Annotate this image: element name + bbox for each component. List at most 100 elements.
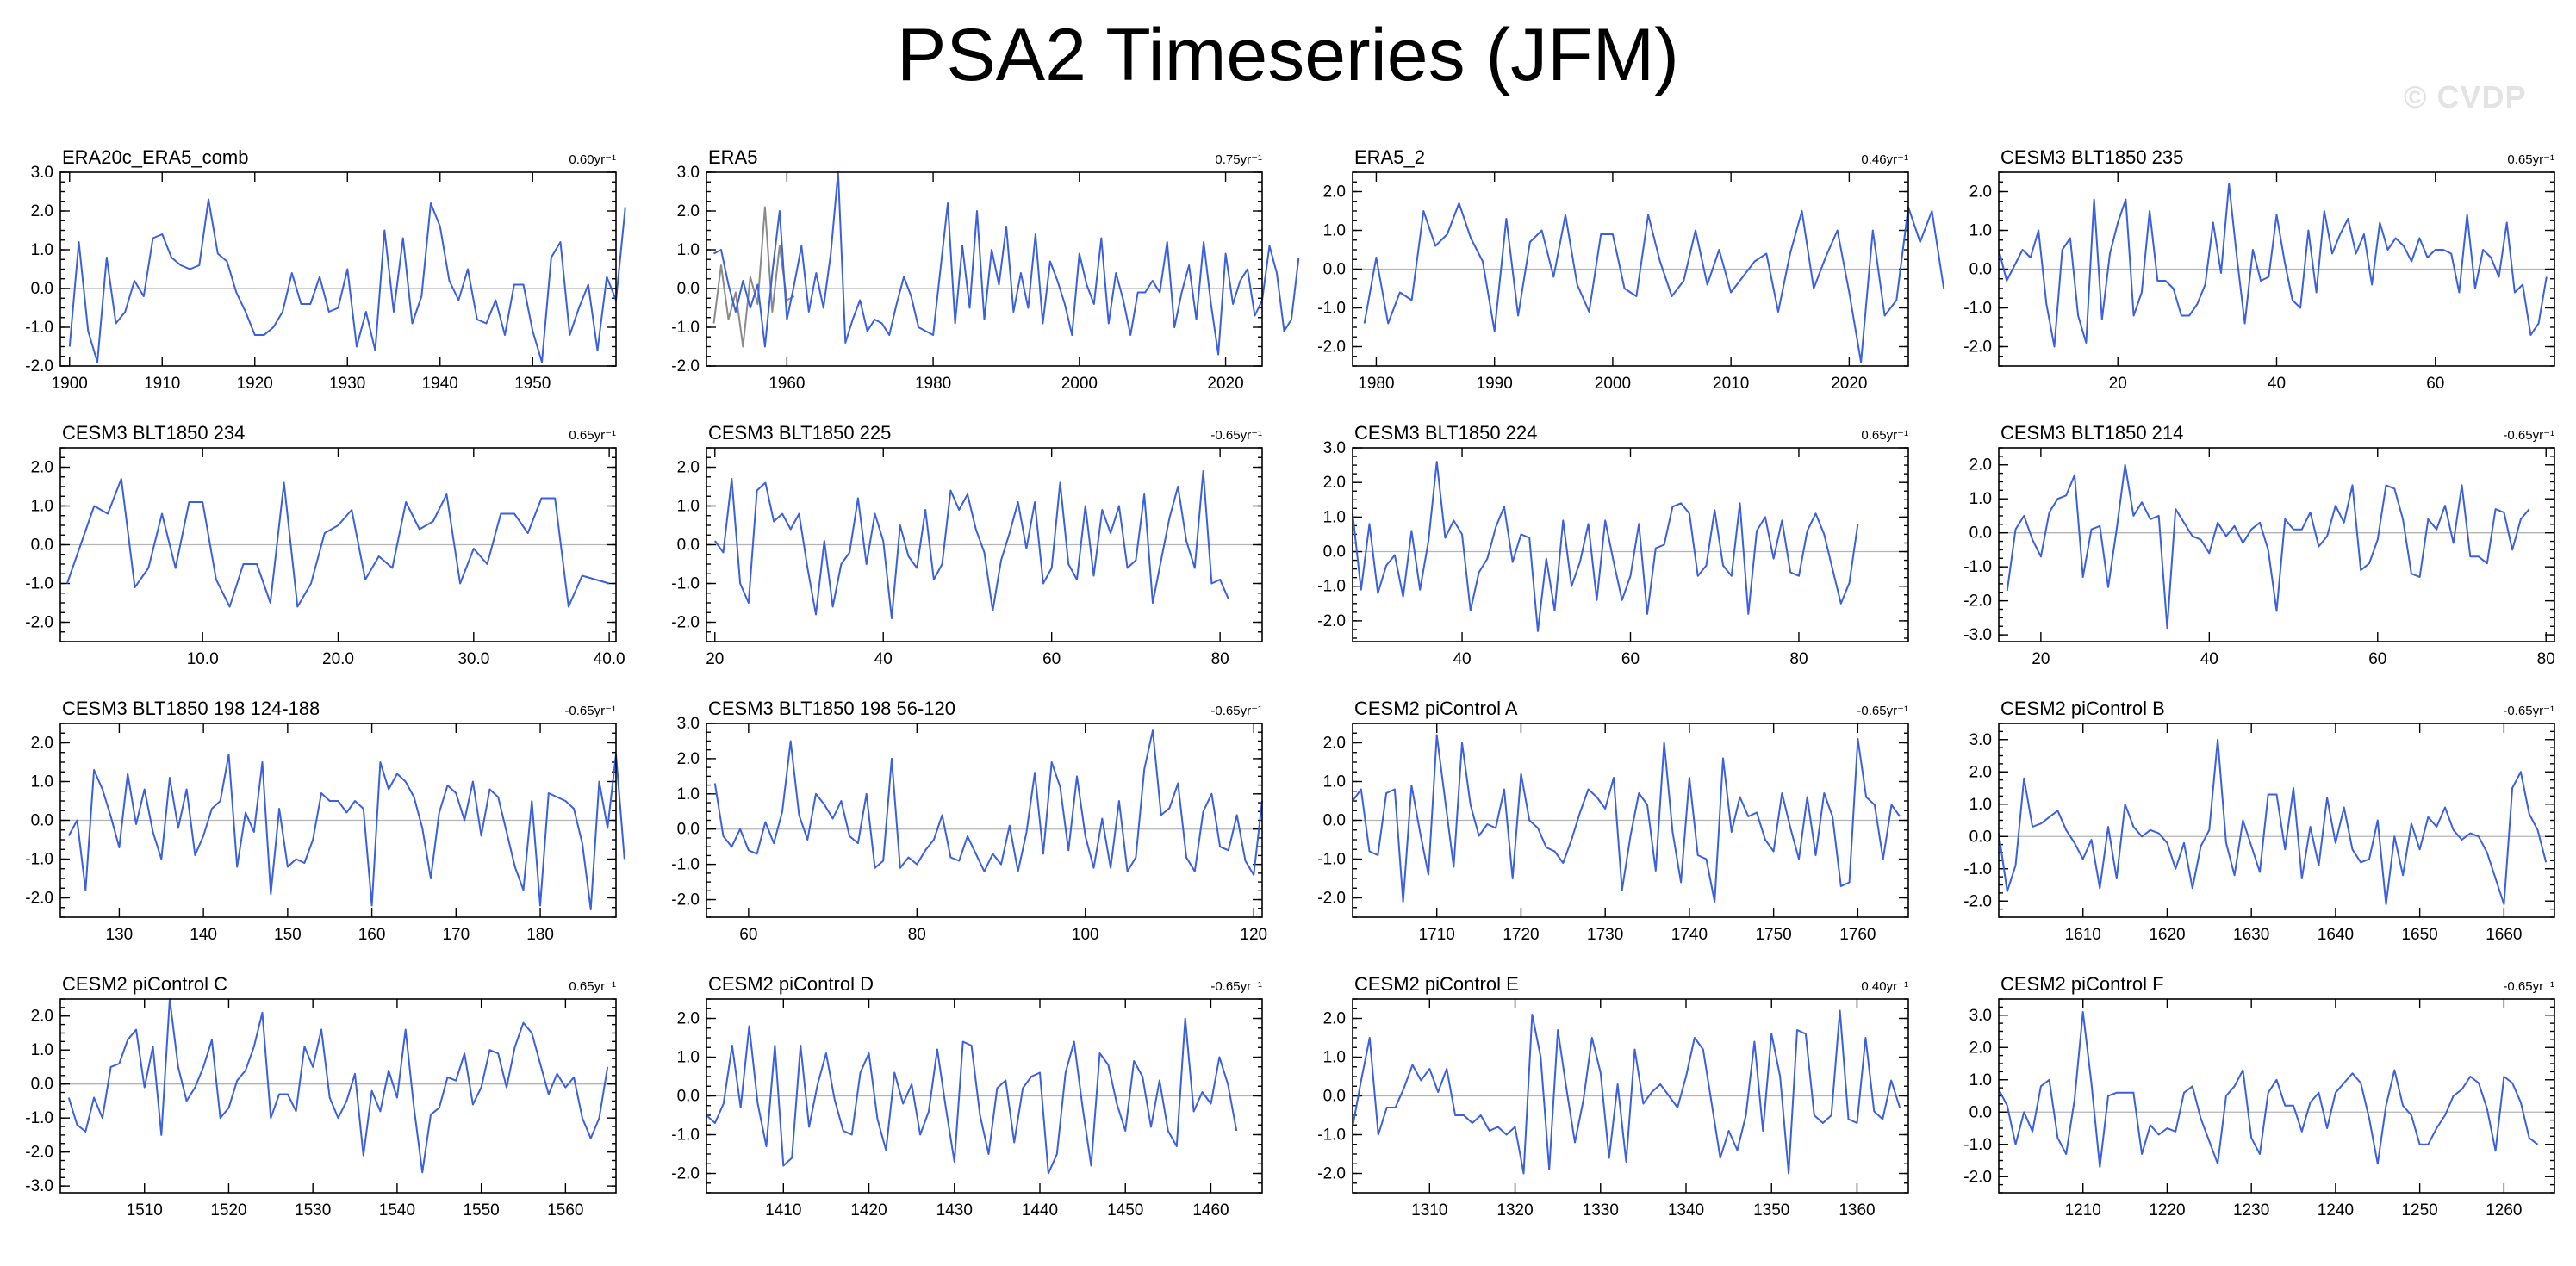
y-tick-label: 2.0: [1323, 183, 1346, 202]
y-tick-label: 2.0: [677, 202, 700, 220]
plot-frame: [1998, 447, 2555, 642]
panel-title: CESM2 piControl A: [1354, 698, 1518, 719]
x-tick-label: 100: [1072, 926, 1099, 944]
y-tick-label: 2.0: [1969, 1039, 1992, 1057]
panel-trend-label: -0.65yr⁻¹: [2503, 979, 2554, 994]
y-tick-label: 2.0: [1323, 1010, 1346, 1028]
x-tick-label: 1980: [915, 375, 951, 393]
y-tick-label: 1.0: [1969, 796, 1992, 814]
x-tick-label: 130: [106, 926, 134, 944]
x-tick-label: 20: [2109, 375, 2127, 393]
y-tick-label: 1.0: [1323, 222, 1346, 240]
y-tick-label: -1.0: [1317, 851, 1346, 869]
x-tick-label: 40: [2268, 375, 2286, 393]
timeseries-panel: CESM3 BLT1850 225 -0.65yr⁻¹ -2.0 -1.0 0.0 1.0…: [671, 422, 1263, 668]
x-tick-label: 1210: [2065, 1201, 2101, 1219]
x-tick-label: 10.0: [187, 650, 219, 668]
panel-trend-label: -0.65yr⁻¹: [1210, 428, 1262, 443]
y-tick-label: -2.0: [1317, 890, 1346, 908]
y-tick-label: 1.0: [1323, 773, 1346, 791]
comparison-series-line: [712, 206, 795, 348]
x-tick-label: 2000: [1595, 375, 1631, 393]
x-tick-label: 1920: [237, 375, 273, 393]
y-tick-label: 0.0: [31, 1076, 53, 1094]
x-tick-label: 1460: [1192, 1201, 1229, 1219]
panel-title: ERA20c_ERA5_comb: [62, 146, 248, 168]
x-tick-label: 1610: [2065, 926, 2101, 944]
y-tick-label: -1.0: [671, 319, 700, 337]
x-tick-label: 1340: [1668, 1201, 1704, 1219]
x-tick-label: 60: [1621, 650, 1640, 668]
y-tick-label: 0.0: [677, 821, 700, 839]
timeseries-panel: ERA5 0.75yr⁻¹ -2.0 -1.0 0.0 1.0 2.0 3.0 1960 1980…: [671, 146, 1300, 393]
y-tick-label: -1.0: [25, 851, 53, 869]
plot-frame: [1352, 447, 1909, 642]
cvdp-watermark: © CVDP: [2404, 79, 2527, 115]
x-tick-label: 2020: [1207, 375, 1243, 393]
y-tick-label: 0.0: [1969, 1103, 1992, 1121]
y-tick-label: -1.0: [1317, 300, 1346, 318]
y-tick-label: 0.0: [677, 280, 700, 298]
y-tick-label: 1.0: [31, 1041, 53, 1059]
y-tick-label: -2.0: [25, 890, 53, 908]
timeseries-line: [1998, 183, 2548, 348]
x-tick-label: 30.0: [457, 650, 489, 668]
x-tick-label: 40: [1453, 650, 1471, 668]
x-tick-label: 150: [274, 926, 302, 944]
timeseries-panel: CESM2 piControl F -0.65yr⁻¹ -2.0 -1.0 0.0 1.0…: [1963, 973, 2555, 1219]
panel-trend-label: 0.46yr⁻¹: [1861, 152, 1908, 167]
panel-trend-label: -0.65yr⁻¹: [2503, 704, 2554, 718]
x-tick-label: 1950: [514, 375, 551, 393]
y-tick-label: 0.0: [1323, 261, 1346, 279]
y-tick-label: -2.0: [671, 891, 700, 909]
timeseries-line: [65, 478, 610, 608]
y-tick-label: -1.0: [671, 856, 700, 874]
y-tick-label: 2.0: [1323, 735, 1346, 753]
x-tick-label: 1900: [52, 375, 88, 393]
plot-frame: [1352, 723, 1909, 918]
y-tick-label: -1.0: [671, 575, 700, 593]
timeseries-panel: ERA20c_ERA5_comb 0.60yr⁻¹ -2.0 -1.0 0.0 1.0 2.…: [25, 146, 626, 393]
y-tick-label: 1.0: [31, 241, 53, 259]
y-tick-label: 2.0: [31, 459, 53, 477]
panel-title: CESM2 piControl D: [708, 973, 874, 995]
y-tick-label: -1.0: [25, 1109, 53, 1127]
x-tick-label: 1930: [329, 375, 365, 393]
y-tick-label: 2.0: [677, 459, 700, 477]
y-tick-label: -2.0: [1317, 1165, 1346, 1183]
panel-title: CESM2 piControl F: [2000, 973, 2164, 995]
plot-frame: [1352, 998, 1909, 1194]
panel-trend-label: 0.65yr⁻¹: [2507, 152, 2554, 167]
x-tick-label: 40: [2200, 650, 2218, 668]
panel-title: CESM3 BLT1850 234: [62, 422, 245, 444]
x-tick-label: 1360: [1839, 1201, 1875, 1219]
x-tick-label: 140: [190, 926, 217, 944]
y-tick-label: 2.0: [677, 750, 700, 768]
timeseries-line: [1352, 461, 1859, 632]
y-tick-label: 3.0: [1969, 731, 1992, 749]
x-tick-label: 1760: [1839, 926, 1876, 944]
x-tick-label: 20.0: [322, 650, 354, 668]
x-tick-label: 1240: [2318, 1201, 2354, 1219]
timeseries-line: [67, 998, 609, 1174]
x-tick-label: 1730: [1587, 926, 1623, 944]
panel-trend-label: -0.65yr⁻¹: [564, 704, 616, 718]
y-tick-label: 0.0: [1969, 524, 1992, 543]
x-tick-label: 1410: [765, 1201, 801, 1219]
x-tick-label: 120: [1240, 926, 1267, 944]
panel-trend-label: -0.65yr⁻¹: [1210, 704, 1262, 718]
panel-title: CESM2 piControl E: [1354, 973, 1519, 995]
x-tick-label: 40: [874, 650, 893, 668]
panel-title: CESM3 BLT1850 198 124-188: [62, 698, 320, 719]
figure-title: PSA2 Timeseries (JFM): [897, 14, 1679, 96]
timeseries-panel: CESM2 piControl E 0.40yr⁻¹ -2.0 -1.0 0.0 1.0 2…: [1317, 973, 1909, 1219]
x-tick-label: 1630: [2233, 926, 2269, 944]
timeseries-panel: CESM2 piControl C 0.65yr⁻¹ -3.0 -2.0 -1.0 0.0…: [25, 973, 617, 1219]
panel-title: CESM2 piControl C: [62, 973, 227, 995]
x-tick-label: 2000: [1061, 375, 1098, 393]
y-tick-label: -2.0: [671, 357, 700, 375]
x-tick-label: 2020: [1831, 375, 1867, 393]
plot-frame: [1352, 171, 1909, 367]
x-tick-label: 1710: [1419, 926, 1455, 944]
